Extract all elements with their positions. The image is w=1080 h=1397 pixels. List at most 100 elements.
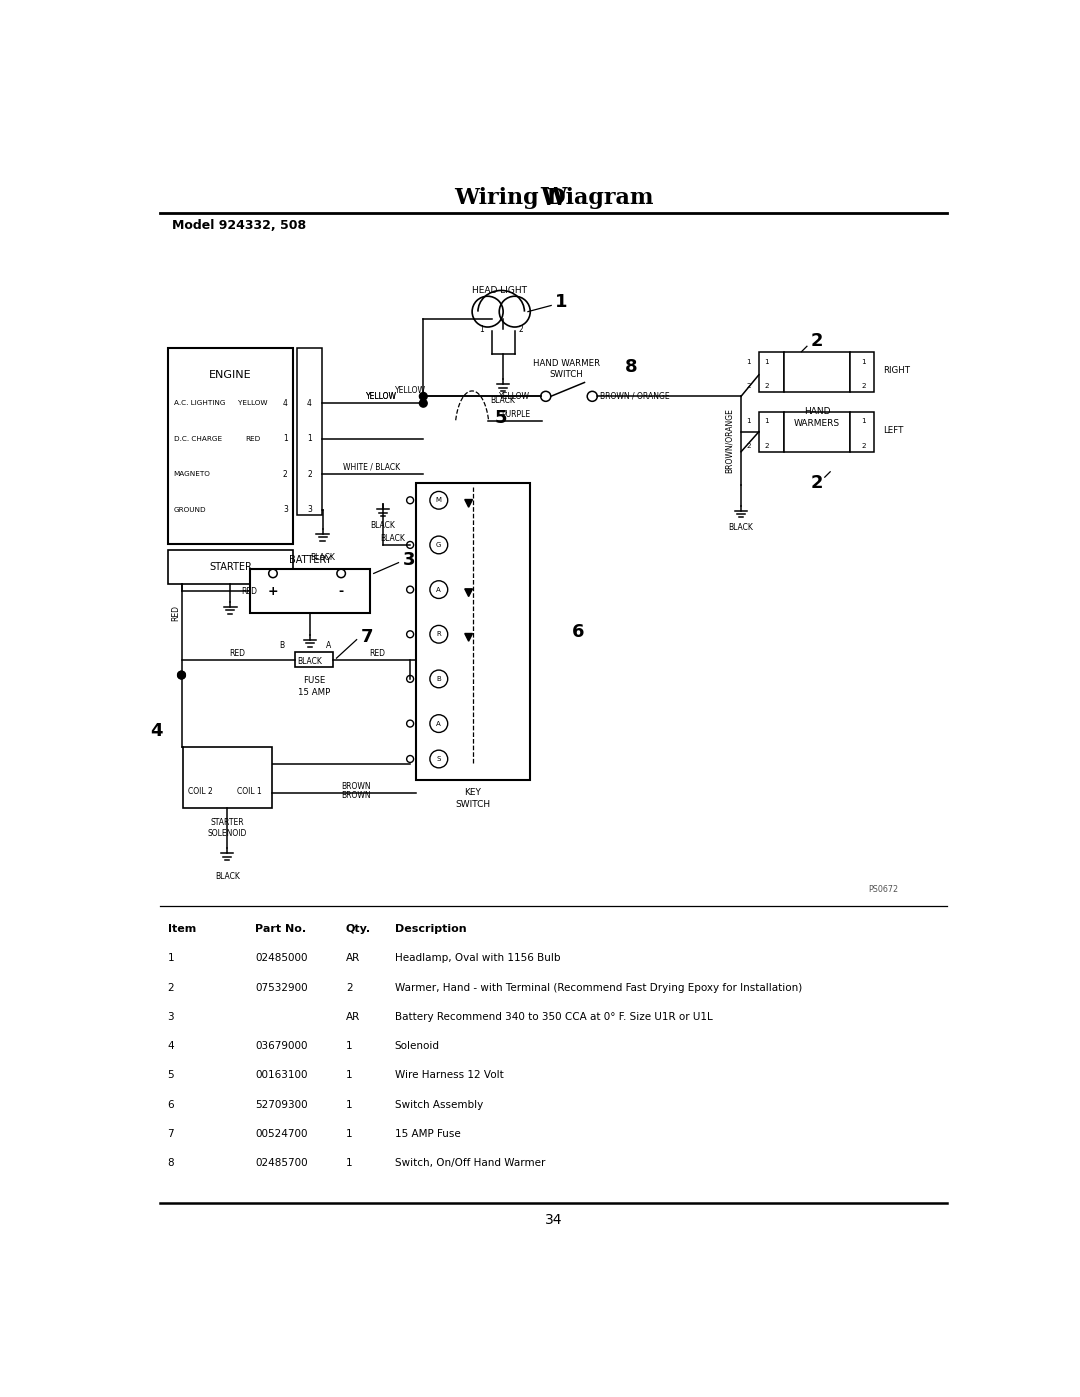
- Text: SOLENOID: SOLENOID: [207, 830, 247, 838]
- Bar: [784, 412, 850, 451]
- Text: Part No.: Part No.: [255, 925, 307, 935]
- Text: 5: 5: [495, 409, 507, 427]
- Text: RED: RED: [171, 605, 179, 622]
- Text: Headlamp, Oval with 1156 Bulb: Headlamp, Oval with 1156 Bulb: [394, 953, 561, 964]
- Text: 6: 6: [167, 1099, 174, 1109]
- Circle shape: [177, 671, 186, 679]
- Text: B: B: [436, 676, 441, 682]
- Text: BROWN: BROWN: [341, 791, 370, 799]
- Bar: [850, 352, 875, 393]
- Text: 2: 2: [518, 326, 524, 334]
- Circle shape: [177, 671, 186, 679]
- Text: YELLOW: YELLOW: [394, 386, 426, 395]
- Text: BLACK: BLACK: [215, 872, 240, 880]
- Text: Wiring Diagram: Wiring Diagram: [454, 187, 653, 208]
- Text: R: R: [436, 631, 441, 637]
- Text: Warmer, Hand - with Terminal (Recommend Fast Drying Epoxy for Installation): Warmer, Hand - with Terminal (Recommend …: [394, 982, 801, 993]
- Text: HAND WARMER: HAND WARMER: [534, 359, 600, 369]
- Text: G: G: [436, 542, 442, 548]
- Text: 2: 2: [167, 982, 174, 993]
- Text: MAGNETO: MAGNETO: [174, 471, 211, 478]
- Text: 52709300: 52709300: [255, 1099, 308, 1109]
- Text: 4: 4: [283, 398, 287, 408]
- Text: 4: 4: [150, 722, 163, 740]
- Text: 8: 8: [624, 358, 637, 376]
- Text: 1: 1: [346, 1070, 352, 1080]
- Text: 5: 5: [167, 1070, 174, 1080]
- Text: 3: 3: [283, 506, 287, 514]
- Text: AR: AR: [346, 953, 360, 964]
- Text: STARTER: STARTER: [211, 817, 244, 827]
- Text: +: +: [268, 584, 279, 598]
- Text: RED: RED: [245, 436, 260, 441]
- Bar: [295, 652, 334, 668]
- Text: BROWN: BROWN: [341, 782, 370, 791]
- Text: RED: RED: [229, 650, 245, 658]
- Text: 1: 1: [555, 293, 567, 312]
- Text: D.C. CHARGE: D.C. CHARGE: [174, 436, 221, 441]
- Text: Switch, On/Off Hand Warmer: Switch, On/Off Hand Warmer: [394, 1158, 545, 1168]
- Text: 7: 7: [361, 627, 374, 645]
- Text: 1: 1: [746, 359, 751, 365]
- Text: WARMERS: WARMERS: [794, 419, 840, 427]
- Polygon shape: [464, 633, 473, 641]
- Text: COIL 2: COIL 2: [188, 787, 213, 796]
- Text: 00524700: 00524700: [255, 1129, 308, 1139]
- Text: M: M: [436, 497, 442, 503]
- Text: 4: 4: [307, 398, 312, 408]
- Bar: [784, 352, 850, 393]
- Text: Battery Recommend 340 to 350 CCA at 0° F. Size U1R or U1L: Battery Recommend 340 to 350 CCA at 0° F…: [394, 1011, 713, 1023]
- Bar: [249, 569, 369, 613]
- Text: 03679000: 03679000: [255, 1041, 308, 1051]
- Text: AR: AR: [346, 1011, 360, 1023]
- Bar: [759, 352, 784, 393]
- Text: SWITCH: SWITCH: [550, 370, 583, 379]
- Text: LEFT: LEFT: [882, 426, 903, 434]
- Circle shape: [419, 400, 428, 407]
- Text: 2: 2: [765, 443, 769, 448]
- Text: BROWN / ORANGE: BROWN / ORANGE: [600, 391, 670, 401]
- Text: 2: 2: [346, 982, 352, 993]
- Text: 2: 2: [283, 469, 287, 479]
- Text: FUSE: FUSE: [302, 676, 325, 685]
- Text: 1: 1: [746, 418, 751, 423]
- Text: B: B: [280, 641, 285, 651]
- Text: 1: 1: [861, 359, 866, 365]
- Text: KEY: KEY: [464, 788, 482, 798]
- Text: -: -: [339, 584, 343, 598]
- Bar: [759, 412, 784, 451]
- Text: Qty.: Qty.: [346, 925, 370, 935]
- Text: BLACK: BLACK: [380, 534, 405, 542]
- Text: BLACK: BLACK: [370, 521, 395, 531]
- Text: 2: 2: [861, 443, 866, 448]
- Text: Switch Assembly: Switch Assembly: [394, 1099, 483, 1109]
- Text: 8: 8: [167, 1158, 174, 1168]
- Bar: [183, 746, 272, 809]
- Text: Item: Item: [167, 925, 195, 935]
- Text: BLACK: BLACK: [310, 553, 335, 562]
- Text: 00163100: 00163100: [255, 1070, 308, 1080]
- Text: 1: 1: [307, 434, 312, 443]
- Text: SWITCH: SWITCH: [456, 800, 490, 809]
- Text: BATTERY: BATTERY: [289, 555, 332, 564]
- Text: RED: RED: [242, 587, 257, 595]
- Text: 2: 2: [861, 383, 866, 390]
- Text: 34: 34: [544, 1213, 563, 1227]
- Text: YELLOW: YELLOW: [366, 391, 397, 401]
- Text: Wire Harness 12 Volt: Wire Harness 12 Volt: [394, 1070, 503, 1080]
- Text: 2: 2: [765, 383, 769, 390]
- Text: BLACK: BLACK: [729, 522, 754, 532]
- Text: 1: 1: [861, 418, 866, 423]
- Text: 3: 3: [167, 1011, 174, 1023]
- Text: 1: 1: [480, 326, 484, 334]
- Text: Description: Description: [394, 925, 467, 935]
- Bar: [167, 549, 293, 584]
- Text: 1: 1: [167, 953, 174, 964]
- Bar: [416, 483, 530, 780]
- Text: 3: 3: [403, 550, 415, 569]
- Text: BLACK: BLACK: [490, 395, 515, 405]
- Text: YELLOW: YELLOW: [366, 391, 397, 401]
- Text: 2: 2: [811, 332, 823, 349]
- Circle shape: [419, 393, 428, 400]
- Text: 02485700: 02485700: [255, 1158, 308, 1168]
